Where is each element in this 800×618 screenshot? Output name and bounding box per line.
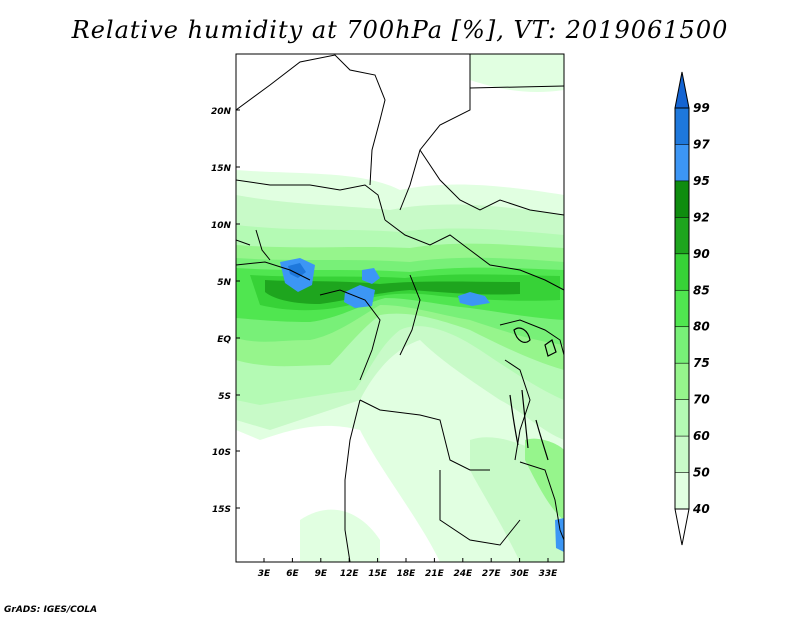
lakes	[509, 327, 557, 461]
colorbar-segment	[675, 290, 689, 327]
lat-label: 5S	[218, 392, 231, 402]
colorbar-label: 95	[693, 174, 710, 188]
colorbar-label: 70	[693, 393, 710, 407]
colorbar-label: 60	[693, 429, 710, 443]
lon-label: 33E	[539, 569, 559, 579]
lon-label: 24E	[453, 569, 473, 579]
lon-label: 27E	[482, 569, 502, 579]
colorbar-label: 97	[693, 137, 710, 151]
lon-label: 3E	[258, 569, 271, 579]
colorbar-arrow-bottom	[674, 508, 690, 546]
lon-label: 9E	[315, 569, 328, 579]
colorbar-segment	[675, 436, 689, 473]
lon-label: 6E	[286, 569, 299, 579]
longitude-labels: 3E 6E 9E 12E 15E 18E 21E 24E 27E 30E 33E	[258, 558, 558, 579]
colorbar-segment	[675, 217, 689, 254]
colorbar-label: 90	[693, 247, 710, 261]
humidity-field	[236, 54, 564, 562]
credit-label: GrADS: IGES/COLA	[4, 605, 97, 615]
colorbar: 99 97 95 92 90 85 80 75 70 60 50 40	[674, 71, 710, 546]
colorbar-arrow-top	[674, 71, 690, 109]
colorbar-label: 75	[693, 356, 710, 370]
colorbar-segment	[675, 144, 689, 181]
colorbar-label: 99	[693, 101, 710, 115]
colorbar-label: 92	[693, 210, 710, 224]
lat-label: 20N	[211, 107, 232, 117]
colorbar-segment	[675, 363, 689, 400]
lon-label: 12E	[340, 569, 360, 579]
colorbar-segment	[675, 253, 689, 291]
lat-label: 15N	[211, 164, 232, 174]
lon-label: 18E	[397, 569, 417, 579]
colorbar-segment	[675, 108, 689, 145]
colorbar-label: 80	[693, 320, 710, 334]
colorbar-segment	[675, 326, 689, 364]
lon-label: 30E	[510, 569, 530, 579]
latitude-labels: 20N 15N 10N 5N EQ 5S 10S 15S	[211, 107, 240, 515]
lat-label: 10N	[211, 221, 232, 231]
colorbar-label: 85	[693, 283, 710, 297]
lat-label: 10S	[212, 448, 231, 458]
colorbar-label: 40	[692, 502, 710, 516]
colorbar-segment	[675, 399, 689, 437]
colorbar-segment	[675, 180, 689, 218]
lat-label: 5N	[217, 278, 231, 288]
country-borders	[236, 54, 564, 562]
colorbar-label: 50	[693, 466, 710, 480]
map-frame	[235, 53, 565, 563]
lon-label: 15E	[368, 569, 388, 579]
map-title: Relative humidity at 700hPa [%], VT: 201…	[71, 16, 729, 44]
colorbar-segment	[675, 472, 689, 509]
lat-label: 15S	[212, 505, 231, 515]
lat-label: EQ	[217, 335, 231, 345]
lon-label: 21E	[425, 569, 445, 579]
